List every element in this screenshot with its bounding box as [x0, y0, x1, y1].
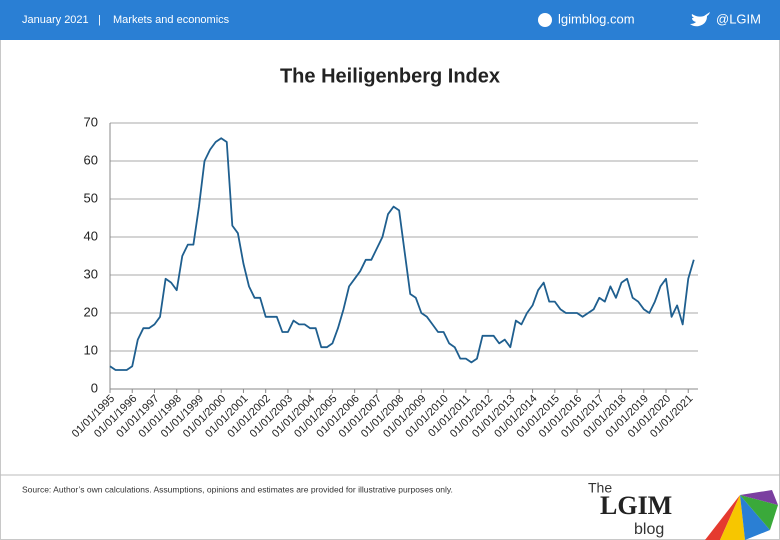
- logo-blog: blog: [634, 521, 664, 538]
- header-separator: |: [98, 14, 101, 26]
- footer-source: Source: Author’s own calculations. Assum…: [22, 484, 453, 494]
- header-site: lgimblog.com: [558, 11, 635, 26]
- y-tick-label: 20: [84, 304, 98, 319]
- logo-the: The: [588, 480, 612, 496]
- site-icon: [538, 13, 552, 27]
- header-date: January 2021: [22, 14, 89, 26]
- chart-title: The Heiligenberg Index: [280, 65, 500, 87]
- twitter-icon: [690, 12, 710, 27]
- y-tick-label: 0: [91, 380, 98, 395]
- y-tick-label: 10: [84, 342, 98, 357]
- index-line: [109, 137, 695, 371]
- y-tick-label: 70: [84, 114, 98, 129]
- y-tick-label: 50: [84, 190, 98, 205]
- y-tick-label: 40: [84, 228, 98, 243]
- logo-name: LGIM: [600, 491, 672, 520]
- y-tick-label: 60: [84, 152, 98, 167]
- umbrella-logo: [705, 490, 778, 540]
- header-bar: [0, 0, 780, 40]
- header-section: Markets and economics: [113, 14, 230, 26]
- header-twitter: @LGIM: [716, 11, 761, 26]
- y-tick-label: 30: [84, 266, 98, 281]
